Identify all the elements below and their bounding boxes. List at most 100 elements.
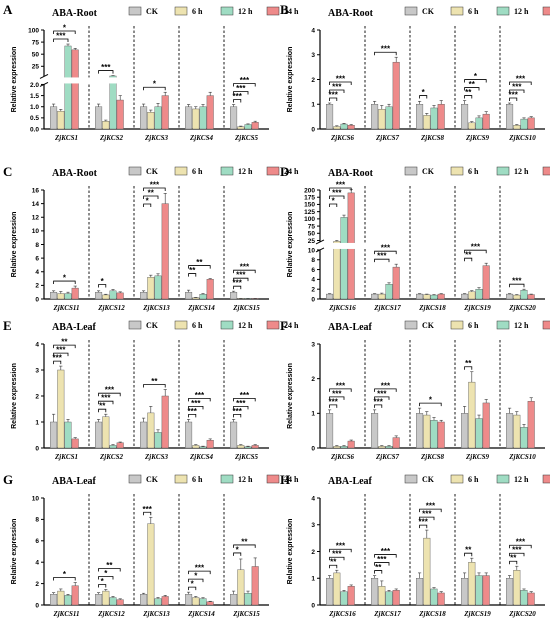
significance-label: * <box>101 577 105 586</box>
x-tick-label: ZjKCS17 <box>373 610 401 618</box>
significance-label: * <box>146 197 150 206</box>
significance-bracket <box>419 516 435 521</box>
y-tick-label: 2 <box>35 283 39 290</box>
bar <box>468 122 476 130</box>
legend-label: 24 h <box>284 321 299 330</box>
y-tick-label: 2 <box>35 581 39 588</box>
legend-swatch <box>542 320 550 330</box>
legend-swatch <box>404 474 418 484</box>
significance-label: ** <box>241 537 248 546</box>
significance-bracket <box>374 396 390 400</box>
significance-label: *** <box>53 354 63 363</box>
bars: ZjKCS1 ZjKCS2 ZjKCS3 ZjKCS4 ZjKCS5 <box>50 340 259 461</box>
x-tick-label: ZjKCS2 <box>99 453 123 461</box>
bar <box>64 421 72 449</box>
legend-label: 12 h <box>514 321 529 330</box>
bar <box>378 108 386 130</box>
significance-bracket <box>329 388 352 392</box>
x-tick-label: ZjKCS16 <box>328 610 356 618</box>
significance-label: * <box>236 545 240 554</box>
significance-bracket <box>188 570 211 575</box>
bar <box>416 578 424 606</box>
bar <box>347 586 355 606</box>
x-tick-label: ZjKCS6 <box>330 134 354 142</box>
significance-label: ** <box>375 563 382 572</box>
significance-annotations: **************** <box>53 505 256 591</box>
significance-bracket <box>188 578 204 583</box>
x-tick-label: ZjKCS3 <box>144 453 168 461</box>
significance-label: *** <box>233 279 243 288</box>
bar <box>102 294 110 300</box>
bar <box>71 49 79 130</box>
significance-label: ** <box>99 402 106 411</box>
x-tick-label: ZjKCS1 <box>54 134 78 142</box>
bar <box>154 432 162 449</box>
significance-label: *** <box>240 263 250 272</box>
panel-d: D ABA-Root CK 6 h 12 h 24 h 0 2 4 6 8 10 25507510012… <box>280 164 550 312</box>
bar <box>237 445 245 449</box>
bar <box>326 104 334 130</box>
significance-bracket <box>233 269 256 274</box>
significance-bracket <box>233 91 249 95</box>
significance-bracket <box>329 564 338 569</box>
bar <box>192 108 200 130</box>
bar <box>513 414 521 449</box>
bar <box>423 537 431 606</box>
x-tick-label: ZjKCS8 <box>420 453 444 461</box>
panel-title: ABA-Leaf <box>52 322 97 333</box>
significance-bracket <box>419 402 442 407</box>
bar <box>378 446 386 449</box>
bar <box>468 291 476 300</box>
significance-label: *** <box>240 391 250 400</box>
significance-bracket <box>329 396 345 400</box>
panel-title: ABA-Leaf <box>328 322 373 333</box>
bar <box>506 104 514 130</box>
significance-bracket <box>143 187 166 191</box>
significance-label: *** <box>105 386 115 395</box>
legend: CK6 h12 h24 h <box>404 320 550 330</box>
significance-label: ** <box>465 359 472 368</box>
significance-bracket <box>329 203 338 207</box>
bar <box>371 578 379 606</box>
significance-bracket <box>233 277 249 282</box>
legend: CK6 h12 h24 h <box>404 166 550 176</box>
bar <box>378 586 386 606</box>
bar <box>527 117 535 130</box>
y-tick-label: 1 <box>311 411 315 418</box>
significance-bracket <box>188 398 211 402</box>
bar <box>340 123 348 130</box>
x-tick-label: ZjKCS13 <box>142 304 170 312</box>
significance-bracket <box>188 406 204 410</box>
y-tick-label: 1 <box>311 576 315 583</box>
significance-bracket <box>188 273 197 277</box>
x-tick-label: ZjKCS20 <box>508 610 536 618</box>
significance-label: *** <box>377 555 387 564</box>
legend-label: 6 h <box>192 167 203 176</box>
bar <box>185 421 193 449</box>
significance-bracket <box>374 570 383 574</box>
significance-bracket <box>329 404 338 408</box>
y-tick-label: 2 <box>311 286 315 293</box>
significance-bracket <box>509 552 525 557</box>
panel-e: E ABA-Leaf CK 6 h 12 h 24 h 0 1 2 3 4 Relative expr… <box>3 318 299 461</box>
y-tick-label: 0.0 <box>30 126 39 133</box>
x-tick-label: ZjKCS19 <box>463 610 491 618</box>
y-tick-label: 0 <box>35 296 39 303</box>
bar <box>506 578 514 606</box>
legend-swatch <box>266 474 280 484</box>
panel-letter: D <box>280 164 289 179</box>
y-tick-label: 10 <box>308 247 316 254</box>
bar <box>326 293 334 300</box>
bar <box>385 284 393 300</box>
bar <box>206 279 214 300</box>
bar <box>423 115 431 130</box>
significance-label: * <box>63 570 67 579</box>
bar <box>416 293 424 300</box>
significance-label: *** <box>426 502 436 511</box>
bar <box>71 438 79 449</box>
legend-swatch <box>174 320 188 330</box>
bar <box>482 265 490 300</box>
significance-bracket <box>509 97 518 102</box>
bar <box>230 106 238 130</box>
bar <box>95 421 103 449</box>
